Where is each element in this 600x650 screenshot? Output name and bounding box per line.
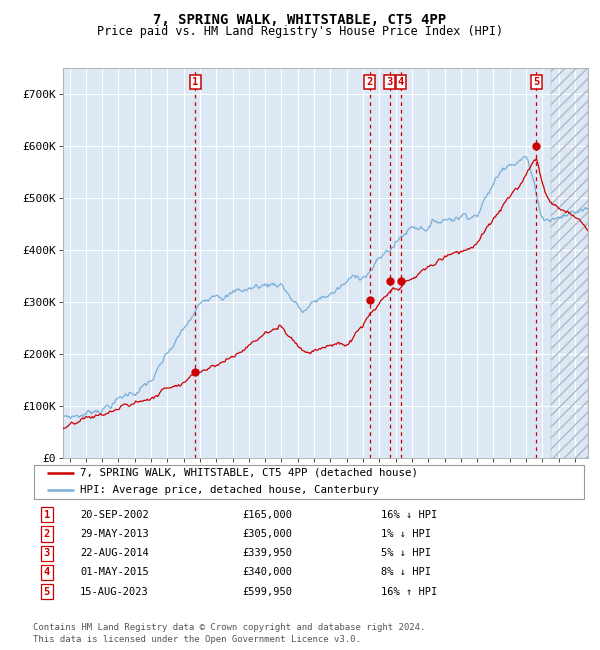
Text: 1: 1	[44, 510, 50, 519]
Text: 3: 3	[386, 77, 393, 87]
Text: 4: 4	[44, 567, 50, 577]
Text: 5% ↓ HPI: 5% ↓ HPI	[381, 548, 431, 558]
Text: £339,950: £339,950	[243, 548, 293, 558]
Text: Contains HM Land Registry data © Crown copyright and database right 2024.: Contains HM Land Registry data © Crown c…	[33, 623, 425, 632]
Text: 1% ↓ HPI: 1% ↓ HPI	[381, 529, 431, 539]
Text: £165,000: £165,000	[243, 510, 293, 519]
Text: £305,000: £305,000	[243, 529, 293, 539]
Text: This data is licensed under the Open Government Licence v3.0.: This data is licensed under the Open Gov…	[33, 634, 361, 644]
Text: 2: 2	[44, 529, 50, 539]
Text: 5: 5	[533, 77, 539, 87]
Text: 29-MAY-2013: 29-MAY-2013	[80, 529, 149, 539]
Text: Price paid vs. HM Land Registry's House Price Index (HPI): Price paid vs. HM Land Registry's House …	[97, 25, 503, 38]
Text: 3: 3	[44, 548, 50, 558]
Text: 16% ↑ HPI: 16% ↑ HPI	[381, 587, 437, 597]
Text: 16% ↓ HPI: 16% ↓ HPI	[381, 510, 437, 519]
Text: 4: 4	[398, 77, 404, 87]
Text: £599,950: £599,950	[243, 587, 293, 597]
Text: 1: 1	[192, 77, 199, 87]
Text: £340,000: £340,000	[243, 567, 293, 577]
Text: 20-SEP-2002: 20-SEP-2002	[80, 510, 149, 519]
Text: 01-MAY-2015: 01-MAY-2015	[80, 567, 149, 577]
Text: 8% ↓ HPI: 8% ↓ HPI	[381, 567, 431, 577]
Text: 7, SPRING WALK, WHITSTABLE, CT5 4PP (detached house): 7, SPRING WALK, WHITSTABLE, CT5 4PP (det…	[80, 468, 418, 478]
Text: HPI: Average price, detached house, Canterbury: HPI: Average price, detached house, Cant…	[80, 485, 379, 495]
Text: 15-AUG-2023: 15-AUG-2023	[80, 587, 149, 597]
Text: 22-AUG-2014: 22-AUG-2014	[80, 548, 149, 558]
Text: 5: 5	[44, 587, 50, 597]
Text: 7, SPRING WALK, WHITSTABLE, CT5 4PP: 7, SPRING WALK, WHITSTABLE, CT5 4PP	[154, 13, 446, 27]
Text: 2: 2	[367, 77, 373, 87]
